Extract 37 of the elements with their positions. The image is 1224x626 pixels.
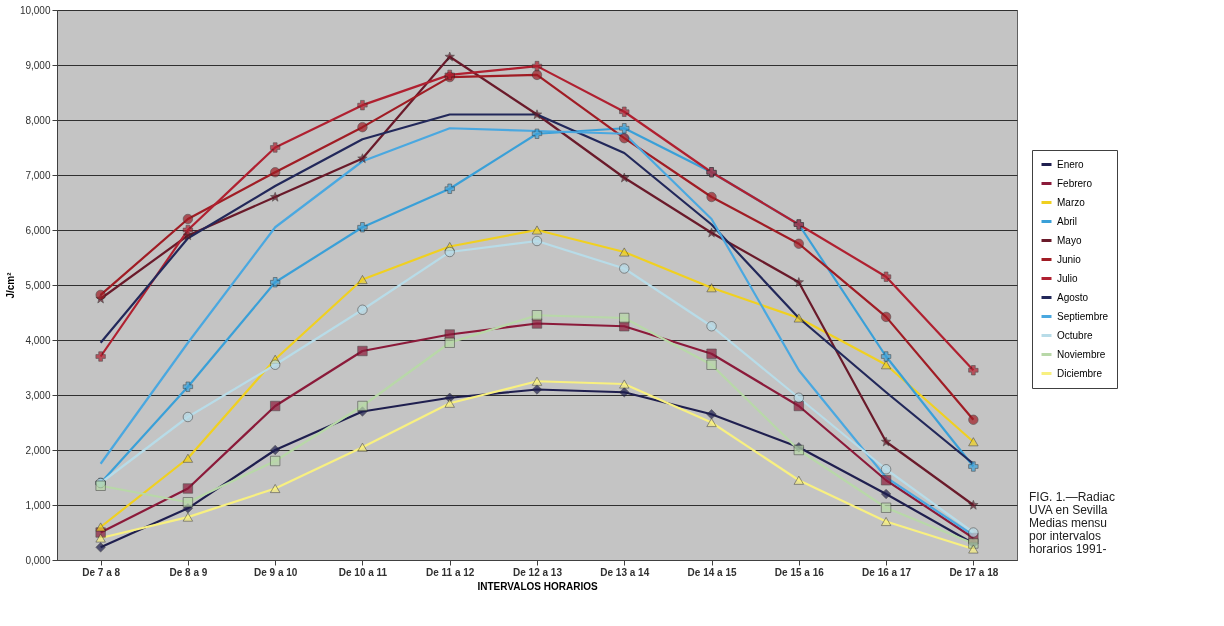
y-tick-label: 4,000: [25, 334, 51, 346]
legend-label: Enero: [1057, 158, 1085, 170]
legend-label: Julio: [1057, 272, 1078, 284]
y-tick-label: 9,000: [25, 59, 51, 71]
legend-label: Diciembre: [1057, 367, 1103, 379]
legend-label: Mayo: [1057, 234, 1082, 246]
legend-label: Octubre: [1057, 329, 1094, 341]
x-tick-label: De 10 a 11: [338, 566, 388, 578]
legend-label: Junio: [1057, 253, 1082, 265]
y-axis-title: J/cm²: [4, 271, 16, 299]
y-tick-label: 8,000: [25, 114, 51, 126]
x-tick-label: De 16 a 17: [862, 566, 912, 578]
legend-label: Septiembre: [1057, 310, 1109, 322]
y-tick-label: 5,000: [25, 279, 51, 291]
x-tick-label: De 7 a 8: [82, 566, 121, 578]
legend-label: Noviembre: [1057, 348, 1106, 360]
x-tick-label: De 13 a 14: [600, 566, 650, 578]
legend-label: Febrero: [1057, 177, 1093, 189]
legend-label: Marzo: [1057, 196, 1086, 208]
y-tick-label: 1,000: [25, 499, 51, 511]
caption: FIG. 1.—Radiac UVA en Sevilla Medias mensu por intervalos horarios 1991-: [1029, 490, 1116, 556]
x-tick-label: De 12 a 13: [513, 566, 563, 578]
y-tick-label: 7,000: [25, 169, 51, 181]
legend-label: Abril: [1057, 215, 1078, 227]
x-tick-label: De 8 a 9: [169, 566, 208, 578]
legend-label: Agosto: [1057, 291, 1089, 303]
x-tick-label: De 11 a 12: [426, 566, 475, 578]
y-tick-label: 6,000: [25, 224, 51, 236]
y-tick-label: 3,000: [25, 389, 51, 401]
y-tick-label: 10,000: [19, 4, 51, 16]
x-tick-label: De 14 a 15: [687, 566, 737, 578]
x-tick-label: De 9 a 10: [253, 566, 298, 578]
x-tick-label: De 17 a 18: [949, 566, 999, 578]
y-tick-label: 0,000: [25, 554, 51, 566]
x-tick-label: De 15 a 16: [774, 566, 825, 578]
y-tick-label: 2,000: [25, 444, 51, 456]
x-axis-title: INTERVALOS HORARIOS: [477, 580, 598, 592]
